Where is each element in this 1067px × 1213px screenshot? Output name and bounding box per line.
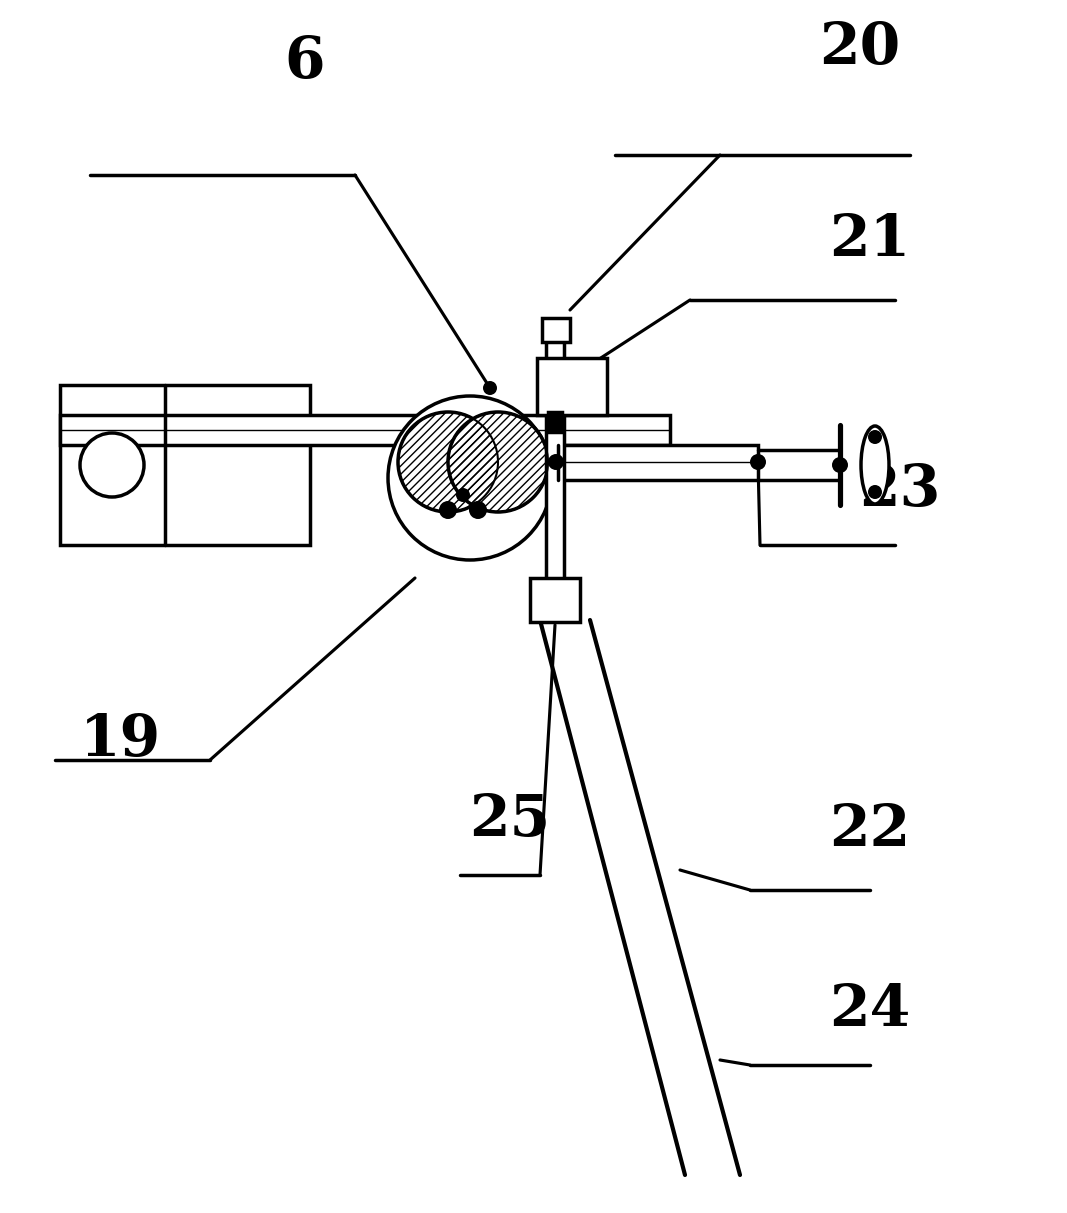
Circle shape: [398, 412, 498, 512]
Text: 6: 6: [285, 34, 325, 90]
Text: 20: 20: [819, 19, 901, 76]
Circle shape: [867, 485, 882, 499]
Bar: [537, 358, 607, 415]
Circle shape: [448, 412, 548, 512]
Circle shape: [439, 501, 457, 519]
Text: 25: 25: [469, 792, 551, 848]
Bar: [558, 445, 758, 480]
Circle shape: [469, 501, 487, 519]
Text: 23: 23: [859, 462, 941, 518]
Bar: [548, 412, 562, 432]
Circle shape: [456, 488, 469, 502]
Text: 24: 24: [829, 983, 910, 1038]
Ellipse shape: [861, 426, 889, 503]
Text: 19: 19: [79, 712, 160, 768]
Bar: [530, 579, 580, 622]
Circle shape: [80, 433, 144, 497]
Bar: [546, 325, 564, 620]
Circle shape: [548, 454, 564, 469]
Circle shape: [867, 429, 882, 444]
Circle shape: [750, 454, 766, 469]
Bar: [60, 385, 310, 545]
Circle shape: [388, 395, 552, 560]
Bar: [60, 415, 670, 445]
Text: 21: 21: [829, 212, 910, 268]
Circle shape: [832, 457, 848, 473]
Circle shape: [483, 381, 497, 395]
Bar: [542, 318, 570, 342]
Text: 22: 22: [829, 802, 910, 858]
